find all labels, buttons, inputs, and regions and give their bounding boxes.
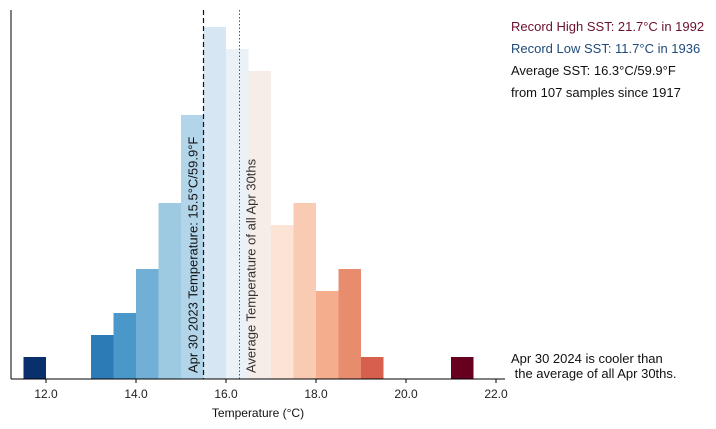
histogram-bar-3 bbox=[136, 269, 159, 379]
x-axis-title: Temperature (°C) bbox=[212, 406, 304, 420]
histogram-bar-7 bbox=[226, 49, 249, 379]
comparison-annotation: Apr 30 2024 is cooler than the average o… bbox=[511, 351, 677, 381]
histogram-bar-6 bbox=[203, 27, 226, 379]
histogram-bar-13 bbox=[361, 357, 384, 379]
histogram-bar-11 bbox=[316, 291, 339, 379]
histogram-bar-0 bbox=[23, 357, 46, 379]
histogram-bar-10 bbox=[293, 203, 316, 379]
x-tick-label-4: 20.0 bbox=[394, 387, 418, 401]
histogram-bar-8 bbox=[248, 71, 271, 379]
reference-lines: Apr 30 2023 Temperature: 15.5°C/59.9°F Av… bbox=[186, 10, 259, 379]
histogram-bar-1 bbox=[91, 335, 114, 379]
record-high-annotation: Record High SST: 21.7°C in 1992 bbox=[511, 19, 705, 34]
current-temperature-label: Apr 30 2023 Temperature: 15.5°C/59.9°F bbox=[186, 137, 201, 373]
average-temperature-label: Average Temperature of all Apr 30ths bbox=[244, 158, 259, 373]
x-tick-label-0: 12.0 bbox=[34, 387, 58, 401]
record-low-annotation: Record Low SST: 11.7°C in 1936 bbox=[511, 41, 701, 56]
histogram-bar-9 bbox=[271, 225, 294, 379]
histogram-bar-14 bbox=[451, 357, 474, 379]
axes: 12.0 14.0 16.0 18.0 20.0 22.0 bbox=[10, 10, 508, 401]
x-tick-label-2: 16.0 bbox=[214, 387, 238, 401]
x-tick-label-5: 22.0 bbox=[484, 387, 508, 401]
histogram-bars bbox=[23, 27, 474, 379]
x-tick-label-1: 14.0 bbox=[124, 387, 148, 401]
x-tick-label-3: 18.0 bbox=[304, 387, 328, 401]
average-sst-annotation: Average SST: 16.3°C/59.9°F bbox=[511, 63, 676, 78]
histogram-bar-12 bbox=[338, 269, 361, 379]
samples-annotation: from 107 samples since 1917 bbox=[511, 85, 681, 100]
histogram-bar-2 bbox=[113, 313, 136, 379]
histogram-bar-5 bbox=[181, 115, 204, 379]
histogram-bar-4 bbox=[158, 203, 181, 379]
